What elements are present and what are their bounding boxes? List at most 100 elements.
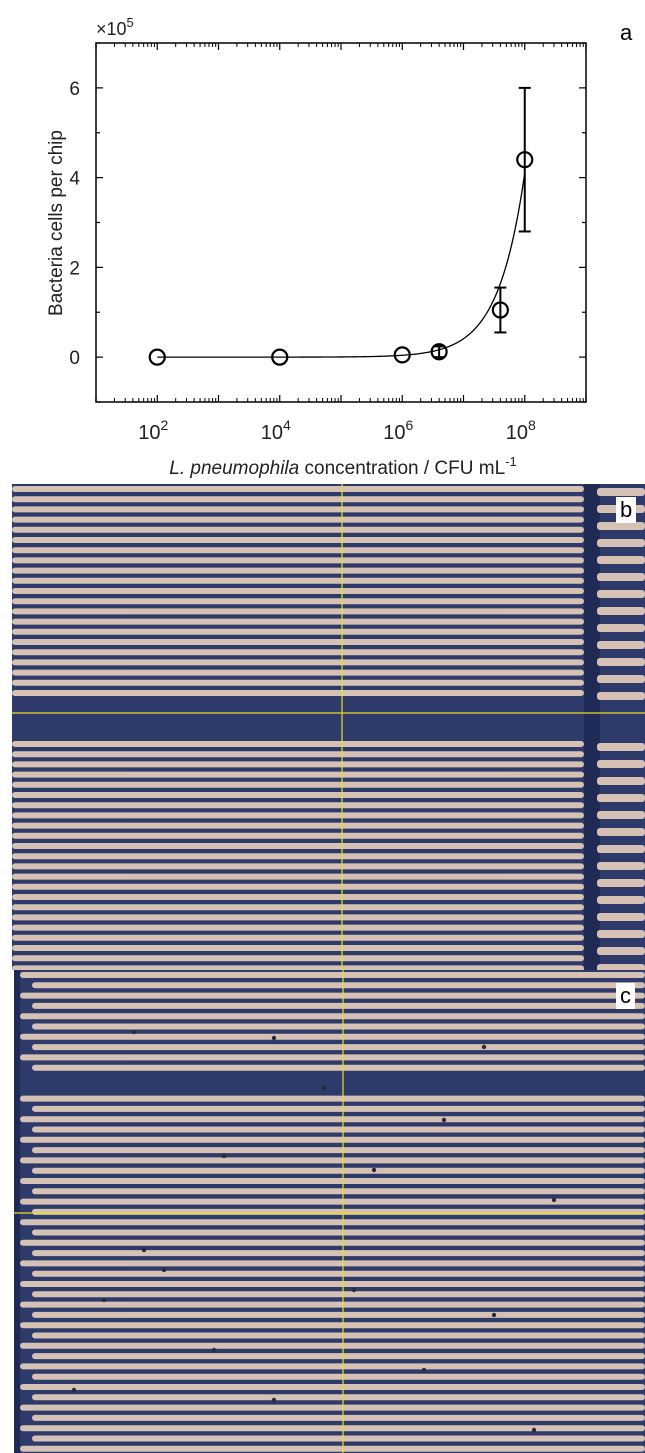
panel-label-b: b [616, 497, 637, 523]
x-tick-labels: 102 104 106 108 [138, 417, 536, 444]
electrode-finger [12, 486, 584, 492]
electrode-finger [32, 1105, 645, 1112]
electrode-finger [32, 1208, 645, 1215]
y-multiplier: ×105 [96, 15, 134, 39]
bacteria-speck [101, 1297, 107, 1303]
data-point [271, 348, 289, 366]
electrode-finger [12, 802, 584, 809]
x-tick-label: 102 [138, 417, 168, 444]
electrode-finger [32, 1188, 645, 1195]
contact-finger [597, 692, 645, 700]
x-tick-label: 108 [506, 417, 536, 444]
electrode-finger [12, 649, 584, 656]
x-tick-label: 104 [261, 417, 291, 444]
electrode-finger [20, 992, 645, 999]
electrode-finger [12, 547, 584, 554]
chart-panel-a: 0 2 4 6 102 104 106 108 ×105 Bacteria cells pe… [0, 0, 645, 485]
fit-curve [157, 173, 526, 358]
electrode-finger [12, 598, 584, 605]
electrode-finger [12, 761, 584, 768]
electrode-finger [20, 1219, 645, 1226]
electrode-finger [12, 965, 584, 970]
electrode-finger [12, 812, 584, 819]
electrode-finger [32, 1229, 645, 1236]
electrode-finger [12, 904, 584, 911]
contact-finger [597, 590, 645, 598]
electrode-finger [32, 1147, 645, 1154]
electrode-finger [12, 832, 584, 839]
electrode-finger [32, 1414, 645, 1421]
electrode-finger [20, 1198, 645, 1205]
contact-finger [597, 556, 645, 564]
electrode-finger [12, 557, 584, 564]
contact-finger [597, 522, 645, 530]
electrode-finger [12, 945, 584, 951]
axis-ticks [95, 42, 587, 403]
contact-finger [597, 607, 645, 615]
data-point [393, 346, 411, 364]
electrode-finger [12, 516, 584, 523]
plot-area [95, 42, 587, 403]
y-tick-label: 4 [69, 169, 80, 190]
bacteria-speck [271, 1397, 277, 1403]
contact-finger [597, 879, 645, 887]
electrode-finger [20, 1054, 645, 1061]
electrode-finger [32, 1064, 645, 1071]
contact-finger [597, 777, 645, 785]
x-axis-label: L. pneumophila concentration / CFU mL-1 [169, 454, 516, 479]
electrode-finger [12, 669, 584, 676]
bacteria-speck [351, 1287, 357, 1293]
y-tick-label: 6 [69, 79, 80, 100]
electrode-finger [12, 659, 584, 666]
electrode-finger [12, 628, 584, 635]
electrode-finger [32, 1353, 645, 1360]
electrode-finger [32, 1167, 645, 1174]
electrode-finger [12, 618, 584, 625]
electrode-array-image-b [12, 484, 645, 970]
electrode-finger [12, 822, 584, 829]
bacteria-speck [491, 1312, 497, 1318]
electrode-finger [12, 608, 584, 615]
electrode-finger [20, 1260, 645, 1267]
electrode-finger [20, 1033, 645, 1040]
electrode-finger [32, 1126, 645, 1133]
electrode-finger [12, 924, 584, 931]
electrode-finger [32, 982, 645, 989]
electrode-finger [12, 894, 584, 900]
bacteria-speck [441, 1117, 447, 1123]
electrode-finger [12, 639, 584, 645]
contact-finger [597, 811, 645, 819]
electrode-finger [32, 1435, 645, 1442]
electrode-finger [32, 1023, 645, 1030]
contact-finger [597, 930, 645, 938]
electrode-finger [12, 537, 584, 543]
electrode-finger [20, 1095, 645, 1102]
electrode-finger [20, 1281, 645, 1287]
electrode-finger [12, 843, 584, 849]
electrode-finger [12, 955, 584, 962]
y-tick-labels: 0 2 4 6 [69, 79, 80, 369]
electrode-finger [12, 567, 584, 574]
points-layer [148, 86, 534, 366]
electrode-finger [12, 863, 584, 870]
electrode-finger [32, 1332, 645, 1339]
electrode-finger [12, 883, 584, 890]
electrode-finger [12, 751, 584, 758]
electrode-finger [12, 690, 584, 696]
electrode-finger [12, 588, 584, 594]
contact-finger [597, 675, 645, 683]
bacteria-speck [211, 1347, 217, 1353]
bacteria-speck [551, 1197, 557, 1203]
electrode-finger [32, 1250, 645, 1257]
electrode-finger [12, 526, 584, 533]
contact-finger [597, 641, 645, 649]
bacteria-speck [481, 1044, 487, 1050]
contact-finger [597, 573, 645, 581]
x-tick-label: 106 [383, 417, 413, 444]
bacteria-speck [161, 1267, 167, 1273]
electrode-finger [20, 972, 645, 978]
bacteria-speck [271, 1035, 277, 1041]
electrode-finger [20, 1301, 645, 1308]
electrode-finger [12, 506, 584, 513]
contact-finger [597, 488, 645, 496]
